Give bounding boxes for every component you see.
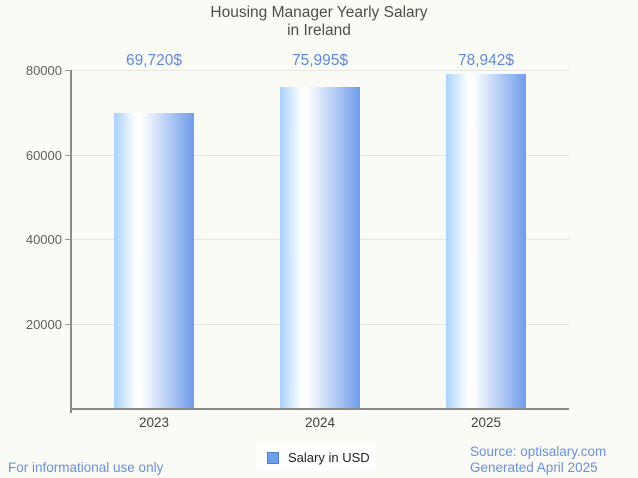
y-axis-line xyxy=(70,70,72,413)
x-axis-label-2025: 2025 xyxy=(470,415,502,430)
source-text: Source: optisalary.com xyxy=(470,444,607,459)
chart-title-line2: in Ireland xyxy=(287,21,351,39)
gridline-80000 xyxy=(71,70,569,71)
y-axis-label-80000: 80000 xyxy=(25,63,62,78)
y-axis-tick-60000 xyxy=(65,155,71,156)
bar-value-label-2023: 69,720$ xyxy=(125,52,183,69)
bar-value-label-2024: 75,995$ xyxy=(291,52,349,69)
legend-swatch-icon xyxy=(267,451,279,464)
x-axis-label-2023: 2023 xyxy=(138,415,170,430)
source-block: Source: optisalary.com Generated April 2… xyxy=(470,444,606,476)
legend: Salary in USD xyxy=(256,444,376,471)
bar-2025[interactable] xyxy=(446,74,526,408)
legend-label: Salary in USD xyxy=(288,450,370,465)
y-axis-label-40000: 40000 xyxy=(25,232,62,247)
generated-text: Generated April 2025 xyxy=(470,460,598,475)
x-axis-line xyxy=(71,408,569,410)
y-axis-tick-40000 xyxy=(65,239,71,240)
y-axis-label-60000: 60000 xyxy=(25,148,62,163)
bar-2024[interactable] xyxy=(280,87,360,408)
bar-2023[interactable] xyxy=(114,113,194,408)
x-axis-label-2024: 2024 xyxy=(304,415,336,430)
disclaimer-text: For informational use only xyxy=(8,460,164,475)
bar-value-label-2025: 78,942$ xyxy=(457,52,515,69)
chart-title: Housing Manager Yearly Salary in Ireland xyxy=(0,4,638,39)
y-axis-tick-20000 xyxy=(65,324,71,325)
y-axis-label-20000: 20000 xyxy=(25,317,62,332)
y-axis-tick-80000 xyxy=(65,70,71,71)
chart-title-line1: Housing Manager Yearly Salary xyxy=(210,4,428,21)
